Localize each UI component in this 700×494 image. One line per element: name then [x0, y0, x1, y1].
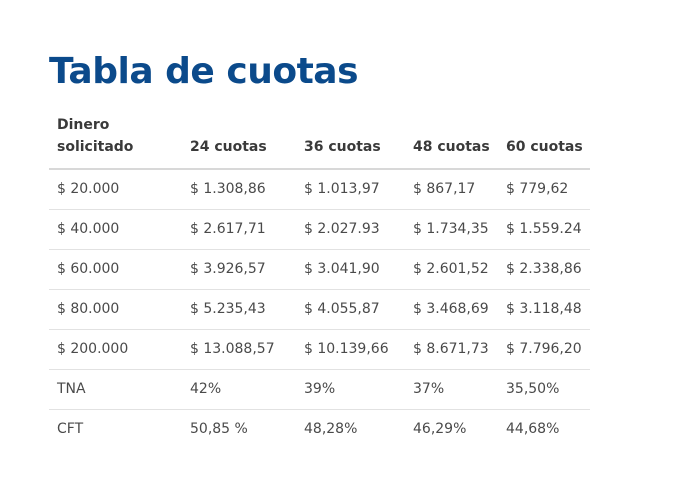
table-cell: $ 20.000 — [49, 169, 182, 210]
table-cell: $ 4.055,87 — [296, 289, 405, 330]
table-cell: $ 10.139,66 — [296, 329, 405, 370]
table-cell: CFT — [57, 421, 84, 437]
table-cell: $ 2.601,52 — [405, 249, 498, 290]
table-cell: $ 2.338,86 — [498, 249, 590, 290]
table-row: $ 80.000 $ 5.235,43 $ 4.055,87 $ 3.468,6… — [49, 289, 590, 330]
table-cell: 39% — [296, 369, 405, 410]
table-cell: $ 3.041,90 — [296, 249, 405, 290]
table-cell: $ 867,17 — [405, 169, 498, 210]
table-cell: 37% — [405, 369, 498, 410]
cuotas-table: Dinero solicitado 24 cuotas 36 cuotas 48… — [49, 114, 590, 449]
table-cell: $ 13.088,57 — [182, 329, 296, 370]
table-cell: $ 1.013,97 — [296, 169, 405, 210]
table-cell: $ 3.468,69 — [405, 289, 498, 330]
table-cell: $ 3.926,57 — [182, 249, 296, 290]
header-60-cuotas: 60 cuotas — [498, 114, 590, 170]
header-dinero-line1: Dinero — [57, 117, 110, 133]
table-cell: TNA — [49, 369, 182, 410]
table-header-row: Dinero solicitado 24 cuotas 36 cuotas 48… — [49, 114, 590, 170]
header-dinero-line2: solicitado — [57, 139, 134, 155]
table-cell: $ 200.000 — [49, 329, 182, 370]
table-cell: 44,68% — [506, 421, 560, 437]
table-cell: 48,28% — [304, 421, 358, 437]
header-36-cuotas: 36 cuotas — [296, 114, 405, 170]
table-cell: $ 779,62 — [498, 169, 590, 210]
table-cell: 35,50% — [498, 369, 590, 410]
page-title: Tabla de cuotas — [49, 51, 359, 92]
table-cell: $ 3.118,48 — [498, 289, 590, 330]
table-cell: 50,85 % — [190, 421, 248, 437]
table-cell: $ 1.734,35 — [405, 209, 498, 250]
table-cell: $ 8.671,73 — [405, 329, 498, 370]
table-cell: $ 7.796,20 — [498, 329, 590, 370]
table-cell: $ 2.027.93 — [296, 209, 405, 250]
table-row: $ 200.000 $ 13.088,57 $ 10.139,66 $ 8.67… — [49, 329, 590, 370]
table-row: $ 40.000 $ 2.617,71 $ 2.027.93 $ 1.734,3… — [49, 209, 590, 250]
table-row-cft: CFT 50,85 % 48,28% 46,29% 44,68% — [49, 410, 590, 450]
table-cell: $ 2.617,71 — [182, 209, 296, 250]
table-cell: $ 1.559.24 — [498, 209, 590, 250]
header-48-cuotas: 48 cuotas — [405, 114, 498, 170]
table-cell: $ 60.000 — [49, 249, 182, 290]
header-24-cuotas: 24 cuotas — [182, 114, 296, 170]
table-cell: $ 80.000 — [49, 289, 182, 330]
table-cell: 46,29% — [413, 421, 467, 437]
table-cell: $ 5.235,43 — [182, 289, 296, 330]
table-row: $ 60.000 $ 3.926,57 $ 3.041,90 $ 2.601,5… — [49, 249, 590, 290]
header-dinero-solicitado: Dinero solicitado — [49, 114, 182, 170]
cuotas-table-container: Dinero solicitado 24 cuotas 36 cuotas 48… — [49, 114, 590, 449]
table-cell: $ 1.308,86 — [182, 169, 296, 210]
table-row: $ 20.000 $ 1.308,86 $ 1.013,97 $ 867,17 … — [49, 169, 590, 210]
table-cell: $ 40.000 — [49, 209, 182, 250]
table-cell: 42% — [182, 369, 296, 410]
table-row-tna: TNA 42% 39% 37% 35,50% — [49, 369, 590, 410]
